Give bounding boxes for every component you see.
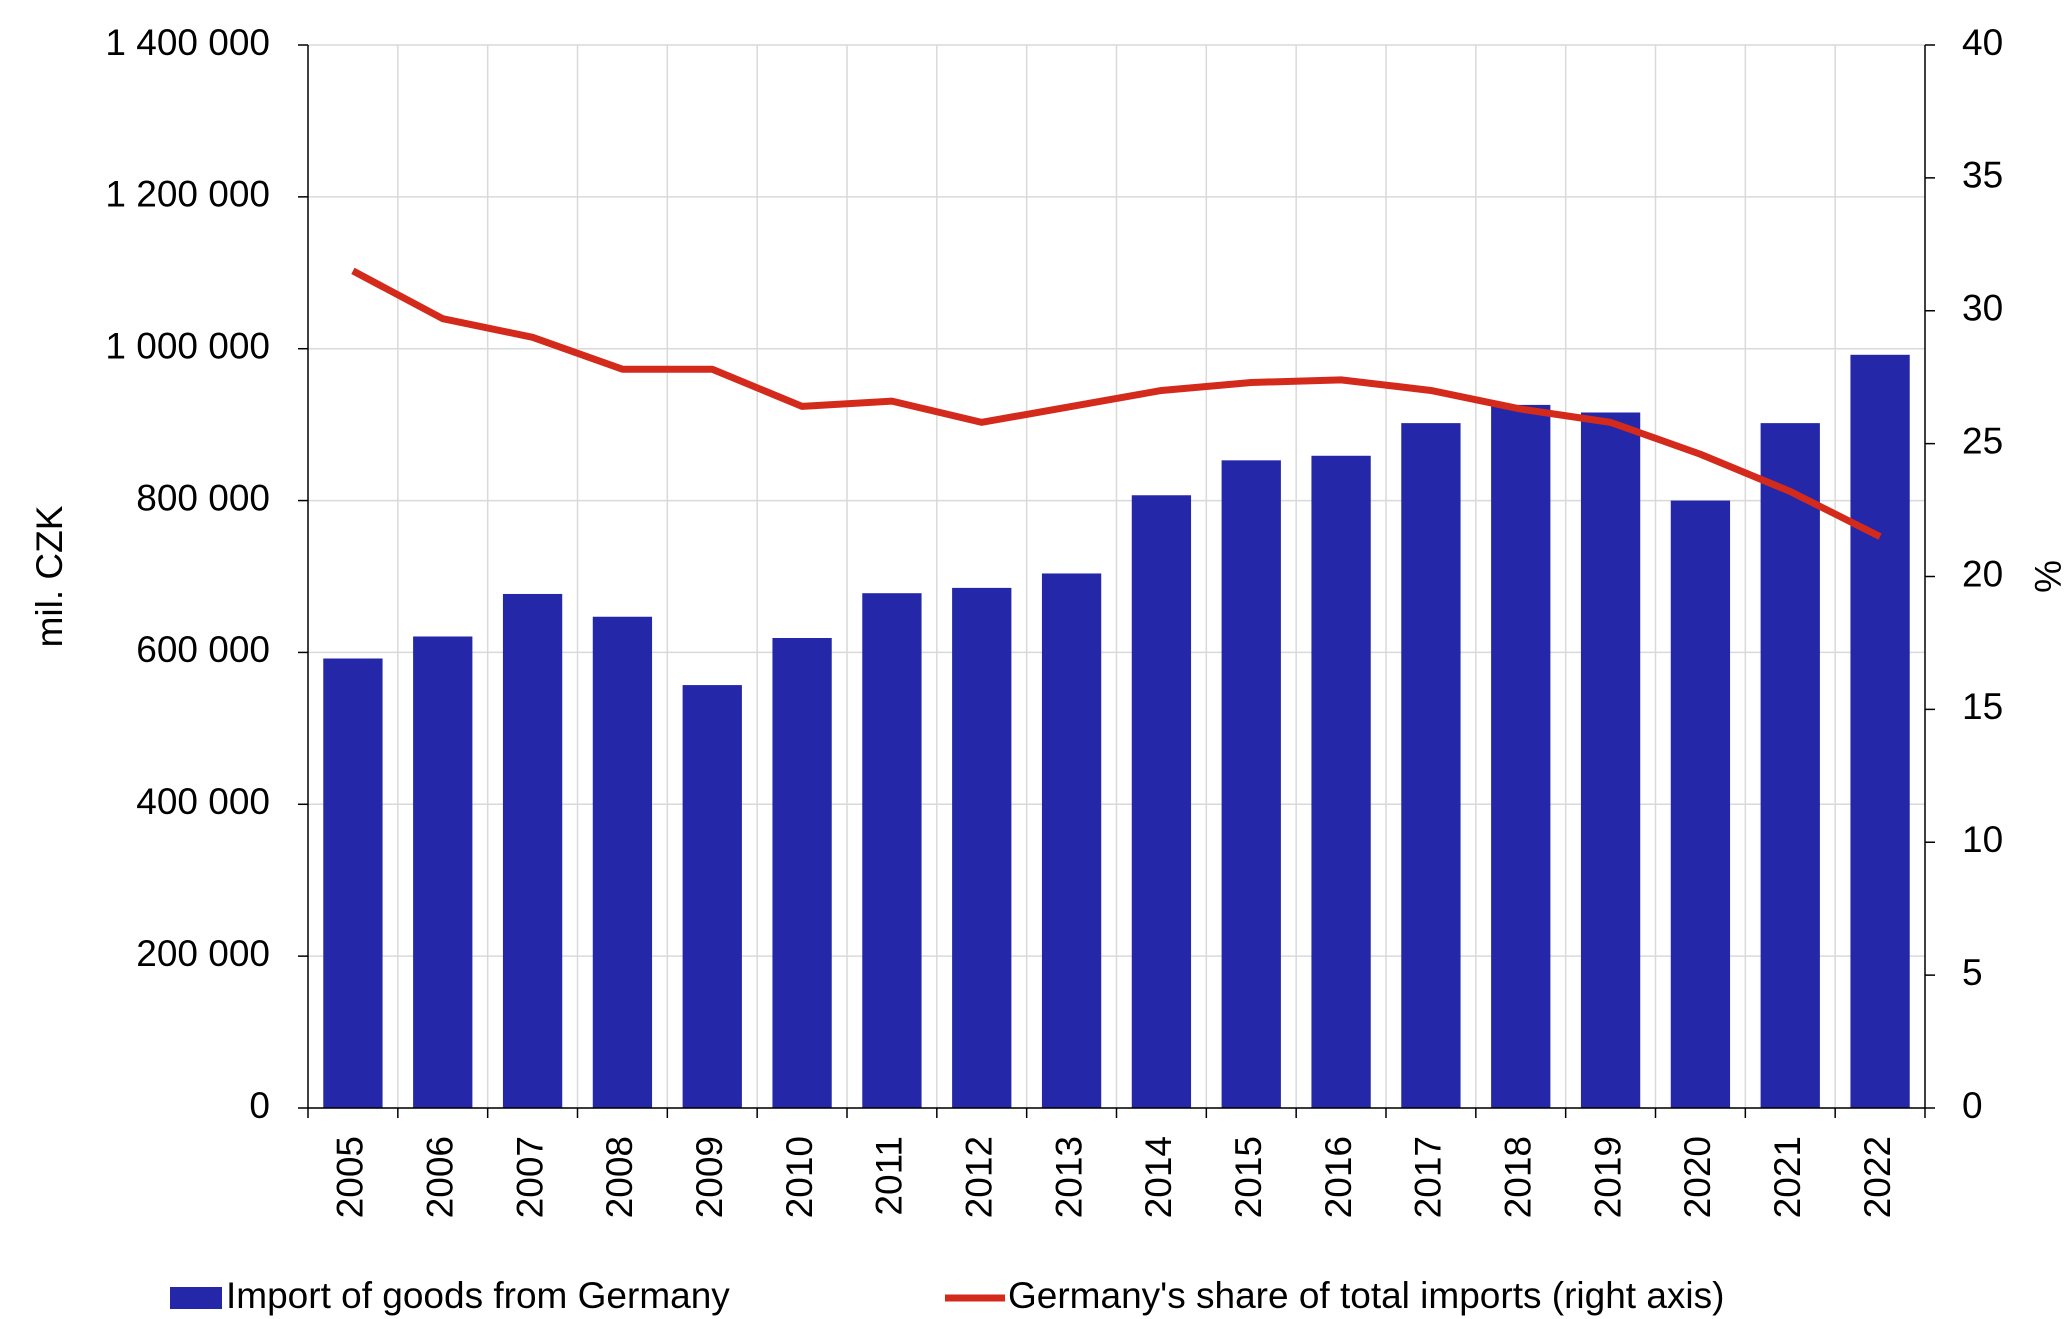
legend-label: Germany's share of total imports (right … — [1008, 1275, 1724, 1316]
x-tick-label: 2019 — [1587, 1136, 1628, 1218]
x-tick-label: 2012 — [959, 1136, 1000, 1218]
y2-tick-label: 30 — [1962, 288, 2003, 329]
x-tick-label: 2022 — [1857, 1136, 1898, 1218]
bar — [1131, 495, 1192, 1108]
bar — [1311, 455, 1371, 1108]
bar — [592, 616, 653, 1108]
x-tick-label: 2006 — [420, 1136, 461, 1218]
y-tick-label: 800 000 — [136, 477, 270, 518]
y-tick-label: 1 000 000 — [105, 325, 270, 366]
bar — [1041, 573, 1102, 1108]
y-tick-label: 400 000 — [136, 781, 270, 822]
bar — [413, 636, 473, 1108]
x-tick-label: 2007 — [509, 1136, 550, 1218]
y2-axis-title: % — [2027, 560, 2065, 593]
x-tick-label: 2015 — [1228, 1136, 1269, 1218]
y2-tick-label: 40 — [1962, 22, 2003, 63]
y2-tick-label: 25 — [1962, 420, 2003, 461]
bar — [323, 658, 383, 1108]
y-tick-label: 1 200 000 — [105, 174, 270, 215]
x-tick-label: 2011 — [869, 1136, 910, 1216]
bar — [502, 593, 563, 1108]
x-tick-label: 2017 — [1408, 1136, 1449, 1218]
y-tick-label: 200 000 — [136, 933, 270, 974]
bar — [682, 685, 742, 1108]
x-tick-label: 2021 — [1767, 1136, 1808, 1218]
line — [351, 267, 1882, 540]
x-tick-label: 2018 — [1498, 1136, 1539, 1218]
bar — [952, 587, 1012, 1108]
x-tick-label: 2014 — [1138, 1136, 1179, 1218]
y2-tick-label: 15 — [1962, 686, 2003, 727]
x-tick-label: 2009 — [689, 1136, 730, 1218]
x-tick-label: 2005 — [330, 1136, 371, 1218]
y2-tick-label: 35 — [1962, 155, 2003, 196]
legend-swatch — [170, 1287, 222, 1309]
bar — [1850, 354, 1910, 1108]
bar — [1580, 412, 1641, 1109]
y-tick-label: 1 400 000 — [105, 22, 270, 63]
x-tick-label: 2016 — [1318, 1136, 1359, 1218]
x-tick-label: 2013 — [1048, 1136, 1089, 1218]
bar — [1221, 460, 1281, 1108]
bar — [862, 593, 922, 1108]
y-tick-label: 0 — [249, 1085, 270, 1126]
x-tick-label: 2020 — [1677, 1136, 1718, 1218]
bar — [1670, 500, 1731, 1109]
bar — [1401, 423, 1461, 1109]
bar — [772, 638, 832, 1108]
y2-tick-label: 10 — [1962, 819, 2003, 860]
y-tick-label: 600 000 — [136, 629, 270, 670]
legend-label: Import of goods from Germany — [226, 1275, 730, 1316]
y-axis-title: mil. CZK — [29, 505, 70, 647]
y2-tick-label: 5 — [1962, 952, 1983, 993]
y2-tick-label: 20 — [1962, 553, 2003, 594]
x-tick-label: 2010 — [779, 1136, 820, 1218]
bar — [1760, 423, 1820, 1109]
bar — [1491, 404, 1551, 1108]
x-tick-label: 2008 — [599, 1136, 640, 1218]
y2-tick-label: 0 — [1962, 1085, 1983, 1126]
